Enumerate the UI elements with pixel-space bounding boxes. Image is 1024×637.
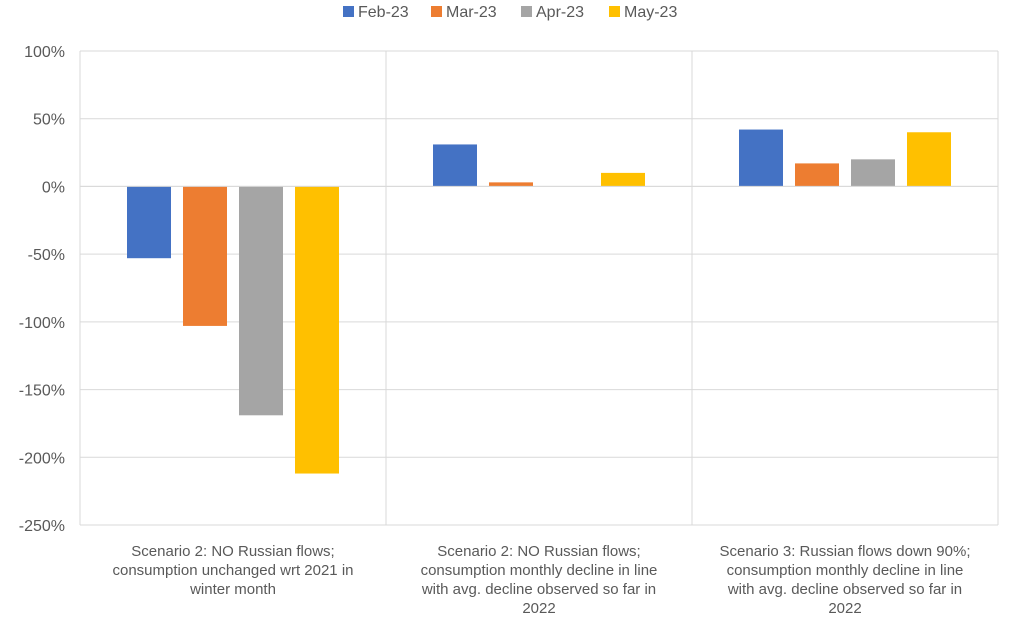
bar-feb-23 bbox=[433, 144, 477, 187]
y-tick-label: -200% bbox=[19, 450, 65, 467]
bar-mar-23 bbox=[795, 163, 839, 187]
bar-mar-23 bbox=[489, 182, 533, 187]
category-label: Scenario 2: NO Russian flows; consumption… bbox=[113, 543, 354, 598]
legend: Feb-23 Mar-23 Apr-23 May-23 bbox=[343, 4, 677, 21]
category-label-line: Scenario 2: NO Russian flows; bbox=[437, 543, 640, 560]
category-label-line: consumption monthly decline in line bbox=[727, 562, 964, 579]
category-label-line: with avg. decline observed so far in bbox=[727, 581, 962, 598]
y-tick-labels: 100% 50% 0% -50% -100% -150% -200% -250% bbox=[19, 44, 65, 535]
y-tick-label: 0% bbox=[42, 179, 65, 196]
category-label-line: consumption monthly decline in line bbox=[421, 562, 658, 579]
category-label-line: consumption unchanged wrt 2021 in bbox=[113, 562, 354, 579]
category-label-line: 2022 bbox=[828, 600, 861, 617]
bars bbox=[127, 129, 951, 474]
category-label: Scenario 3: Russian flows down 90%; consu… bbox=[720, 543, 971, 617]
category-label-line: winter month bbox=[189, 581, 276, 598]
category-label-line: with avg. decline observed so far in bbox=[421, 581, 656, 598]
bar-may-23 bbox=[601, 172, 645, 187]
bar-apr-23 bbox=[239, 186, 283, 416]
bar-may-23 bbox=[907, 132, 951, 187]
bar-apr-23 bbox=[851, 159, 895, 187]
legend-label-feb-23: Feb-23 bbox=[358, 4, 409, 21]
legend-swatch-mar-23 bbox=[431, 6, 442, 17]
category-label: Scenario 2: NO Russian flows; consumption… bbox=[421, 543, 658, 617]
category-label-line: Scenario 2: NO Russian flows; bbox=[131, 543, 334, 560]
y-tick-label: -50% bbox=[28, 247, 65, 264]
legend-swatch-may-23 bbox=[609, 6, 620, 17]
legend-label-apr-23: Apr-23 bbox=[536, 4, 584, 21]
category-label-line: 2022 bbox=[522, 600, 555, 617]
y-tick-label: -250% bbox=[19, 518, 65, 535]
legend-swatch-feb-23 bbox=[343, 6, 354, 17]
bar-feb-23 bbox=[739, 129, 783, 187]
category-labels: Scenario 2: NO Russian flows; consumption… bbox=[113, 543, 971, 617]
y-tick-label: 50% bbox=[33, 112, 65, 129]
legend-swatch-apr-23 bbox=[521, 6, 532, 17]
category-label-line: Scenario 3: Russian flows down 90%; bbox=[720, 543, 971, 560]
y-tick-label: 100% bbox=[24, 44, 65, 61]
y-tick-label: -100% bbox=[19, 315, 65, 332]
legend-label-may-23: May-23 bbox=[624, 4, 677, 21]
bar-mar-23 bbox=[183, 186, 227, 326]
bar-feb-23 bbox=[127, 186, 171, 259]
legend-label-mar-23: Mar-23 bbox=[446, 4, 497, 21]
y-tick-label: -150% bbox=[19, 383, 65, 400]
bar-may-23 bbox=[295, 186, 339, 474]
